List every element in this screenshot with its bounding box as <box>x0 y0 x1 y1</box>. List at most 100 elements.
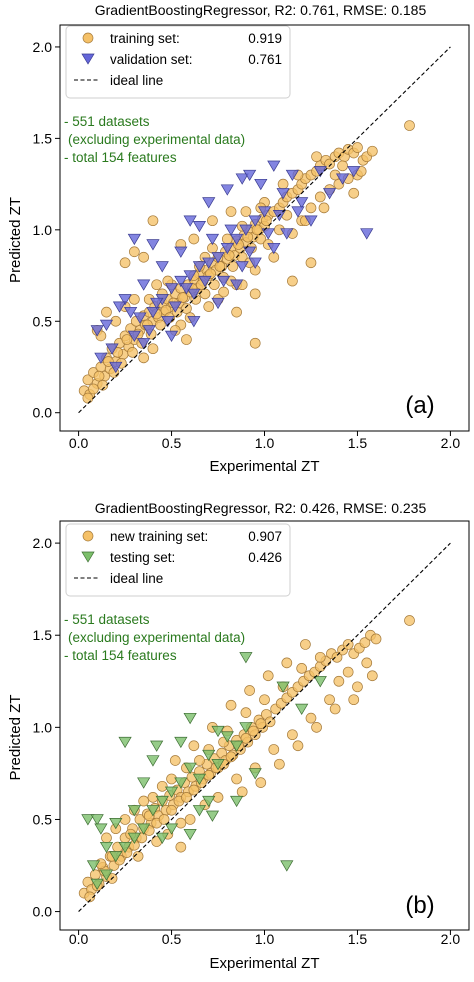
training-point <box>156 780 168 792</box>
legend-label: ideal line <box>110 571 163 586</box>
training-point <box>155 319 166 331</box>
training-point <box>101 832 112 844</box>
legend-label: testing set: <box>110 550 175 565</box>
validation-point <box>146 306 160 319</box>
validation-point <box>313 166 327 178</box>
testing-point <box>276 681 290 693</box>
validation-point <box>243 246 257 258</box>
training-point <box>255 718 267 730</box>
legend: training set: 0.919 validation set: 0.761 id… <box>65 25 291 99</box>
training-point <box>305 257 317 269</box>
training-point <box>370 633 382 645</box>
training-point <box>119 257 131 269</box>
training-point <box>274 758 285 770</box>
x-tick-label: 1.0 <box>255 435 275 451</box>
training-point <box>181 792 192 803</box>
testing-point <box>90 814 104 826</box>
training-point <box>203 301 215 312</box>
legend-label: ideal line <box>110 73 163 88</box>
training-point <box>281 657 293 669</box>
testing-point <box>202 749 216 762</box>
testing-point <box>90 878 104 891</box>
validation-point <box>211 297 225 310</box>
testing-point <box>220 731 234 743</box>
training-point <box>138 795 150 807</box>
training-point <box>231 306 242 318</box>
training-point <box>121 334 133 345</box>
legend-value: 0.761 <box>248 52 282 67</box>
data-layer <box>78 615 415 903</box>
validation-point <box>360 228 374 240</box>
x-tick-label: 1.5 <box>348 931 368 947</box>
validation-point <box>187 288 201 300</box>
x-tick-label: 2.0 <box>441 435 461 451</box>
validation-point <box>146 239 160 251</box>
training-point <box>337 160 348 172</box>
x-tick-label: 0.0 <box>69 435 89 451</box>
testing-point <box>248 768 262 780</box>
training-point <box>225 699 237 711</box>
training-point <box>329 703 341 715</box>
validation-point <box>168 301 182 313</box>
testing-point <box>230 740 244 752</box>
training-point <box>203 769 215 781</box>
training-point <box>138 352 150 364</box>
training-point <box>352 681 363 693</box>
training-point <box>242 231 254 243</box>
training-point <box>138 251 150 263</box>
validation-point <box>183 215 197 227</box>
legend-value: 0.426 <box>248 550 282 565</box>
training-point <box>225 206 237 217</box>
testing-point <box>86 860 101 872</box>
training-point <box>314 191 326 203</box>
training-point <box>287 275 298 287</box>
y-tick-label: 1.0 <box>33 719 53 735</box>
y-tick-label: 0.5 <box>33 811 53 827</box>
validation-point <box>291 206 305 218</box>
testing-point <box>183 712 197 725</box>
validation-point <box>161 316 175 328</box>
validation-point <box>179 283 194 295</box>
training-point <box>240 707 252 718</box>
y-tick-label: 0.0 <box>33 904 53 920</box>
training-point <box>311 721 322 733</box>
training-point <box>147 215 159 227</box>
training-point <box>93 370 105 382</box>
validation-point <box>276 188 290 200</box>
training-point <box>359 637 371 648</box>
validation-point <box>202 257 216 269</box>
validation-point <box>142 325 156 337</box>
validation-point <box>347 166 361 178</box>
training-point <box>342 666 354 678</box>
legend-circle-marker <box>82 32 94 44</box>
training-point <box>261 215 272 227</box>
chart-title: GradientBoostingRegressor, R2: 0.426, RM… <box>95 500 427 516</box>
validation-point <box>295 197 309 209</box>
legend-box <box>65 25 291 99</box>
validation-point <box>224 224 238 236</box>
validation-point <box>220 242 234 255</box>
training-point <box>361 657 373 669</box>
training-point <box>188 233 200 245</box>
validation-point <box>202 197 216 209</box>
training-point <box>147 343 159 355</box>
annotation-line: (excluding experimental data) <box>68 132 245 147</box>
training-point <box>225 751 237 763</box>
testing-point <box>99 869 114 881</box>
ideal-line <box>78 46 451 414</box>
y-tick-label: 0.5 <box>33 313 53 329</box>
training-point <box>311 151 322 163</box>
testing-point <box>155 832 169 844</box>
training-point <box>177 292 189 303</box>
legend-triangle-marker <box>81 53 95 65</box>
testing-point <box>174 736 188 749</box>
training-point <box>333 675 345 687</box>
validation-point <box>267 242 281 255</box>
training-point <box>404 615 415 626</box>
validation-point <box>304 215 318 227</box>
validation-point <box>239 224 253 236</box>
testing-point <box>146 805 160 817</box>
training-point <box>277 178 289 190</box>
training-point <box>324 158 335 170</box>
legend-label: validation set: <box>110 52 193 67</box>
